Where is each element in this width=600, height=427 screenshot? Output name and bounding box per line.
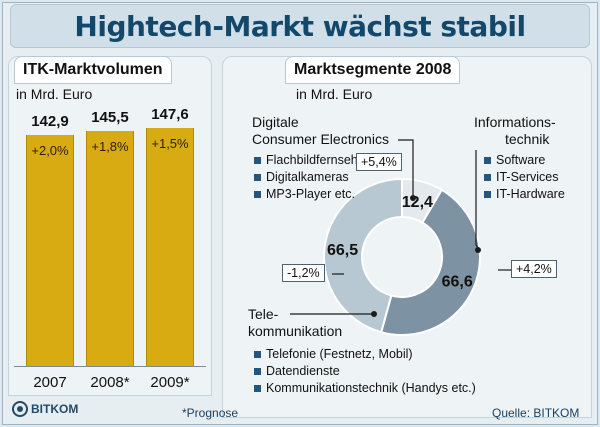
bullet-marker — [254, 350, 261, 358]
list-item: Datendienste — [254, 364, 340, 378]
segment-label-it-line1: Informations- — [474, 114, 556, 130]
connector-dot — [371, 311, 377, 317]
page-title: Hightech-Markt wächst stabil — [74, 9, 526, 43]
donut-chart-title: Marktsegmente 2008 — [285, 56, 461, 84]
bullet-marker — [254, 156, 261, 164]
header-banner: Hightech-Markt wächst stabil — [10, 4, 590, 48]
connector-consumer — [398, 139, 414, 195]
bar-2008 — [86, 131, 134, 366]
bullet-marker — [254, 173, 261, 181]
segment-label-consumer-line2: Consumer Electronics — [252, 131, 389, 147]
bar-2009 — [146, 127, 194, 366]
bar-value-label: 142,9 — [31, 113, 69, 131]
donut-value-consumer: 12,4 — [402, 194, 433, 211]
list-item: Digitalkameras — [254, 170, 349, 184]
donut-slice-it — [379, 188, 481, 336]
source-note: Quelle: BITKOM — [492, 406, 580, 420]
bullet-marker — [484, 156, 491, 164]
list-item: IT-Services — [484, 170, 559, 184]
bar-2007 — [26, 135, 74, 366]
bullet-marker — [254, 367, 261, 375]
bullet-marker — [484, 173, 491, 181]
bar-growth-label: +1,8% — [91, 139, 129, 155]
donut-chart-subtitle: in Mrd. Euro — [296, 86, 373, 102]
bar-value-label: 147,6 — [151, 105, 189, 123]
bitkom-logo-icon — [12, 401, 28, 417]
bar-category-label: 2008* — [90, 374, 130, 391]
list-item: Telefonie (Festnetz, Mobil) — [254, 347, 413, 361]
bitkom-logo: BITKOM — [12, 401, 78, 417]
bar-category-label: 2009* — [150, 374, 190, 391]
bar-chart-title: ITK-Marktvolumen — [14, 56, 172, 84]
connector-it — [475, 150, 479, 249]
bar-chart-baseline — [14, 366, 206, 367]
connector-dot — [410, 195, 416, 201]
bar-growth-label: +2,0% — [31, 143, 69, 159]
segment-label-consumer-line1: Digitale — [252, 114, 299, 130]
growth-callout-telco: -1,2% — [282, 264, 325, 282]
bar-growth-label: +1,5% — [151, 135, 189, 151]
bullet-marker — [254, 190, 261, 198]
list-item: MP3-Player etc. — [254, 187, 355, 201]
list-item: Flachbildfernseher — [254, 153, 369, 167]
list-item: Software — [484, 153, 545, 167]
bullet-marker — [484, 190, 491, 198]
bar-chart-subtitle: in Mrd. Euro — [16, 86, 93, 102]
list-item: Kommunikationstechnik (Handys etc.) — [254, 381, 476, 395]
donut-value-telco: 66,5 — [327, 242, 358, 259]
donut-value-it: 66,6 — [442, 274, 473, 291]
connector-dot — [475, 247, 481, 253]
bullet-marker — [254, 384, 261, 392]
segment-label-telco-line2: kommunikation — [248, 323, 343, 339]
segment-label-telco-line1: Tele- — [248, 306, 279, 322]
forecast-note: *Prognose — [182, 406, 239, 420]
bar-value-label: 145,5 — [91, 109, 129, 127]
growth-callout-it: +4,2% — [511, 260, 557, 278]
donut-slice-telco — [323, 177, 403, 334]
growth-callout-consumer: +5,4% — [356, 153, 402, 171]
bar-category-label: 2007 — [33, 374, 67, 391]
segment-label-it-line2: technik — [505, 131, 550, 147]
market-segments-panel — [222, 56, 592, 418]
list-item: IT-Hardware — [484, 187, 565, 201]
